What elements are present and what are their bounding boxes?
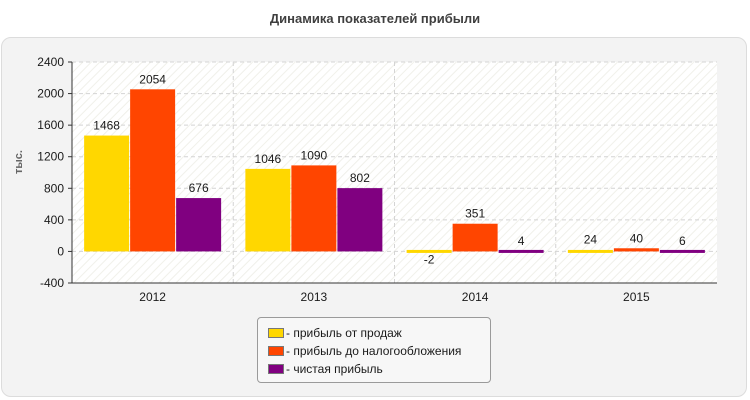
x-tick-label: 2015 (623, 290, 650, 304)
bar (245, 168, 291, 252)
legend-item-net-profit: - чистая прибыль (268, 360, 490, 378)
legend-swatch-sales-profit (268, 328, 284, 338)
y-axis-label: тыс. (13, 150, 25, 174)
data-label: -2 (424, 252, 435, 266)
legend-label-sales-profit: - прибыль от продаж (286, 326, 402, 340)
data-label: 1090 (301, 148, 328, 162)
x-tick-label: 2014 (462, 290, 489, 304)
y-tick-label: 0 (57, 244, 64, 258)
bar (130, 89, 176, 252)
bar (498, 249, 544, 253)
bar (406, 249, 452, 253)
y-tick-label: 400 (44, 213, 64, 227)
bar (567, 249, 613, 253)
x-tick-label: 2012 (139, 290, 166, 304)
x-tick-label: 2013 (301, 290, 328, 304)
y-tick-label: 1600 (37, 118, 64, 132)
legend-label-net-profit: - чистая прибыль (286, 362, 383, 376)
legend-item-sales-profit: - прибыль от продаж (268, 324, 490, 342)
y-tick-label: 1200 (37, 150, 64, 164)
y-tick-label: 2000 (37, 87, 64, 101)
data-label: 2054 (139, 72, 166, 86)
legend-swatch-net-profit (268, 364, 284, 374)
bar (84, 135, 130, 252)
legend-item-pretax-profit: - прибыль до налогообложения (268, 342, 490, 360)
data-label: 24 (584, 233, 598, 247)
bar (452, 223, 498, 252)
data-label: 6 (679, 234, 686, 248)
data-label: 351 (465, 207, 485, 221)
data-label: 40 (630, 231, 644, 245)
legend-label-pretax-profit: - прибыль до налогообложения (286, 344, 462, 358)
data-label: 1046 (255, 152, 282, 166)
bar (291, 165, 337, 252)
bar (659, 249, 705, 253)
legend-swatch-pretax-profit (268, 346, 284, 356)
data-label: 676 (189, 181, 209, 195)
chart-title: Динамика показателей прибыли (269, 11, 481, 26)
y-tick-label: -400 (40, 276, 64, 290)
data-label: 802 (350, 171, 370, 185)
data-label: 4 (518, 234, 525, 248)
bar (613, 248, 659, 252)
bar (176, 198, 222, 252)
bar (337, 188, 383, 252)
y-tick-label: 800 (44, 181, 64, 195)
y-tick-label: 2400 (37, 55, 64, 69)
data-label: 1468 (93, 119, 120, 133)
legend: - прибыль от продаж - прибыль до налогоо… (257, 317, 491, 383)
